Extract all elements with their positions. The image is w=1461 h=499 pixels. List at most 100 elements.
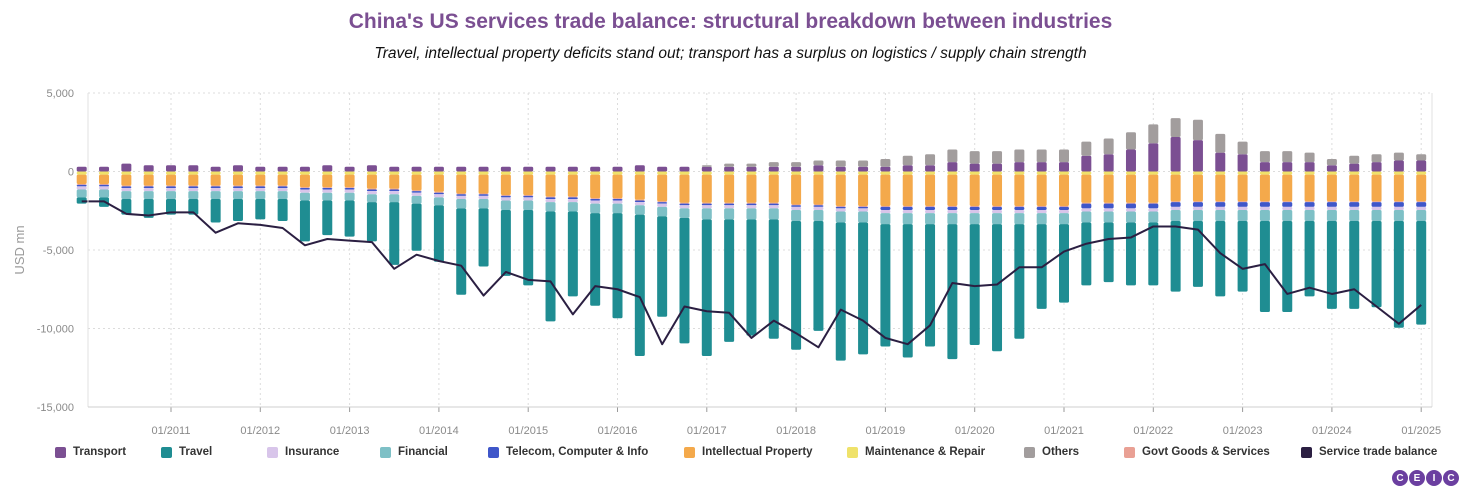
bar-segment-travel: [545, 211, 556, 322]
legend-swatch: [847, 446, 858, 458]
bar-segment-maintenance-repair: [768, 171, 779, 175]
bar-segment-travel: [1416, 220, 1427, 325]
bar-segment-financial: [99, 189, 110, 198]
bar-segment-intellectual-property: [121, 174, 132, 186]
bar-segment-financial: [1192, 209, 1203, 221]
bar-segment-financial: [1081, 211, 1092, 223]
bar-segment-financial: [299, 192, 310, 201]
bar-segment-financial: [1059, 213, 1069, 225]
bar-segment-insurance: [121, 187, 132, 192]
bar-segment-telecom-computer-info: [1081, 203, 1092, 209]
bar-segment-intellectual-property: [1125, 174, 1136, 203]
bar-segment-govt-goods-services: [1349, 201, 1360, 203]
bar-segment-financial: [344, 192, 355, 201]
bar-segment-financial: [791, 209, 802, 221]
legend-item[interactable]: Telecom, Computer & Info: [488, 446, 648, 458]
bar-segment-travel: [411, 203, 422, 251]
bar-segment-financial: [724, 208, 735, 220]
bar-segment-govt-goods-services: [679, 202, 690, 204]
bar-segment-intellectual-property: [344, 174, 355, 188]
bar-segment-govt-goods-services: [99, 184, 110, 185]
bar-segment-maintenance-repair: [255, 171, 266, 175]
bar-segment-others: [947, 149, 958, 163]
bar-segment-intellectual-property: [1014, 174, 1025, 207]
bar-segment-intellectual-property: [612, 174, 623, 199]
bar-segment-telecom-computer-info: [523, 195, 534, 198]
bar-segment-insurance: [925, 209, 936, 214]
legend-item[interactable]: Insurance: [267, 446, 339, 458]
bar-segment-others: [1014, 149, 1025, 163]
bar-segment-travel: [969, 224, 980, 345]
legend-item[interactable]: Others: [1024, 446, 1079, 458]
bar-segment-transport: [590, 166, 601, 172]
bar-segment-financial: [1014, 213, 1025, 225]
legend-label: Insurance: [285, 446, 340, 458]
bar-segment-insurance: [835, 208, 846, 212]
bar-segment-govt-goods-services: [299, 187, 310, 188]
bar-segment-financial: [500, 200, 511, 210]
bar-segment-govt-goods-services: [322, 187, 333, 188]
bar-segment-transport: [1259, 162, 1270, 172]
bar-segment-telecom-computer-info: [1304, 202, 1315, 207]
x-tick-label: 01/2011: [152, 425, 191, 437]
bar-segment-telecom-computer-info: [1014, 206, 1025, 210]
bar-segment-intellectual-property: [791, 174, 802, 205]
legend-item[interactable]: Maintenance & Repair: [847, 446, 985, 458]
bar-segment-maintenance-repair: [969, 171, 980, 175]
bar-segment-travel: [344, 200, 355, 237]
bar-segment-insurance: [411, 192, 422, 196]
brand-letter: E: [1409, 470, 1425, 486]
bar-segment-insurance: [433, 194, 444, 198]
bar-segment-others: [925, 154, 936, 166]
bar-segment-transport: [99, 166, 110, 172]
bar-segment-govt-goods-services: [992, 206, 1003, 207]
legend-item[interactable]: Service trade balance: [1301, 446, 1437, 458]
bar-segment-others: [1393, 152, 1404, 161]
legend-label: Others: [1042, 446, 1080, 458]
bar-segment-travel: [701, 219, 712, 356]
bar-segment-travel: [657, 216, 668, 317]
brand-letter: C: [1443, 470, 1459, 486]
bar-segment-govt-goods-services: [411, 190, 422, 192]
bar-segment-financial: [366, 194, 377, 203]
bar-segment-intellectual-property: [590, 174, 601, 199]
bar-segment-travel: [1349, 220, 1360, 309]
bar-segment-financial: [411, 195, 422, 204]
bar-segment-travel: [880, 224, 891, 347]
bar-segment-transport: [947, 162, 958, 172]
x-tick-label: 01/2019: [866, 425, 906, 437]
bar-segment-others: [1326, 158, 1337, 166]
bar-segment-telecom-computer-info: [768, 203, 779, 206]
bar-segment-travel: [1192, 220, 1203, 287]
bar-segment-intellectual-property: [166, 174, 176, 186]
bar-segment-transport: [232, 165, 243, 172]
bar-segment-intellectual-property: [1304, 174, 1315, 202]
bar-segment-maintenance-repair: [322, 171, 333, 175]
bar-segment-travel: [1148, 222, 1159, 286]
bar-segment-insurance: [880, 209, 891, 214]
bar-segment-financial: [1349, 209, 1360, 221]
legend-item[interactable]: Intellectual Property: [684, 446, 813, 458]
bar-segment-transport: [210, 166, 221, 172]
bar-segment-telecom-computer-info: [188, 186, 199, 188]
bar-segment-transport: [433, 166, 444, 172]
bar-segment-others: [1304, 152, 1315, 163]
bar-segment-maintenance-repair: [925, 171, 936, 175]
bar-segment-financial: [612, 203, 623, 214]
bar-segment-insurance: [366, 191, 377, 195]
bar-segment-others: [746, 163, 757, 167]
legend-item[interactable]: Govt Goods & Services: [1124, 446, 1270, 458]
bar-segment-financial: [545, 202, 556, 212]
bar-segment-insurance: [947, 209, 958, 214]
bar-segment-govt-goods-services: [791, 204, 802, 206]
x-tick-label: 01/2021: [1044, 425, 1084, 437]
y-tick-label: -5,000: [43, 245, 74, 257]
bar-segment-telecom-computer-info: [1215, 202, 1226, 207]
bar-segment-govt-goods-services: [1059, 206, 1069, 207]
legend-item[interactable]: Transport: [55, 446, 126, 458]
legend-item[interactable]: Travel: [161, 446, 212, 458]
legend-item[interactable]: Financial: [380, 446, 448, 458]
bar-segment-maintenance-repair: [433, 171, 444, 175]
bar-segment-others: [992, 151, 1003, 164]
bar-segment-insurance: [1349, 206, 1360, 210]
